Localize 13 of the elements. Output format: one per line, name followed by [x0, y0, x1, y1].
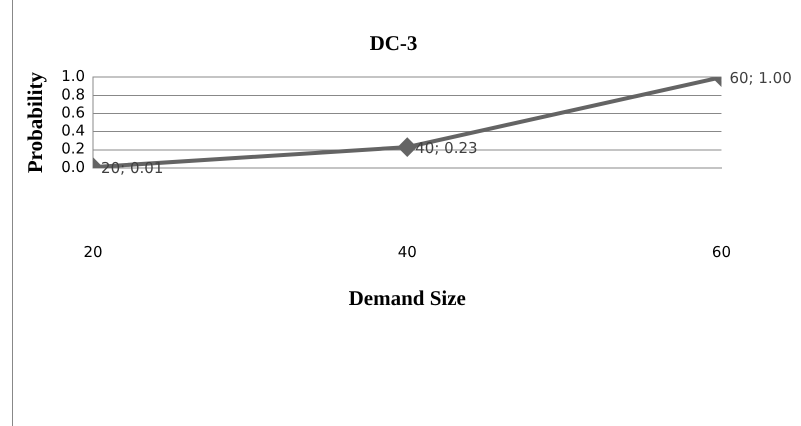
- y-tick-label: 0.4: [61, 122, 86, 140]
- y-tick-label: 0.0: [61, 158, 86, 176]
- x-tick-label: 40: [398, 242, 417, 261]
- x-tick-label: 20: [84, 242, 103, 261]
- y-tick-label: 0.8: [61, 85, 86, 104]
- data-label: 60; 1.00: [729, 69, 792, 88]
- x-tick-label: 60: [712, 242, 732, 261]
- y-tick-label: 0.6: [61, 103, 86, 122]
- y-tick-label: 1.0: [61, 67, 86, 86]
- y-tick-label: 0.2: [61, 140, 86, 158]
- x-axis-title: Demand Size: [348, 286, 466, 310]
- chart-title: DC-3: [370, 31, 418, 56]
- y-axis-title: Probability: [23, 72, 48, 174]
